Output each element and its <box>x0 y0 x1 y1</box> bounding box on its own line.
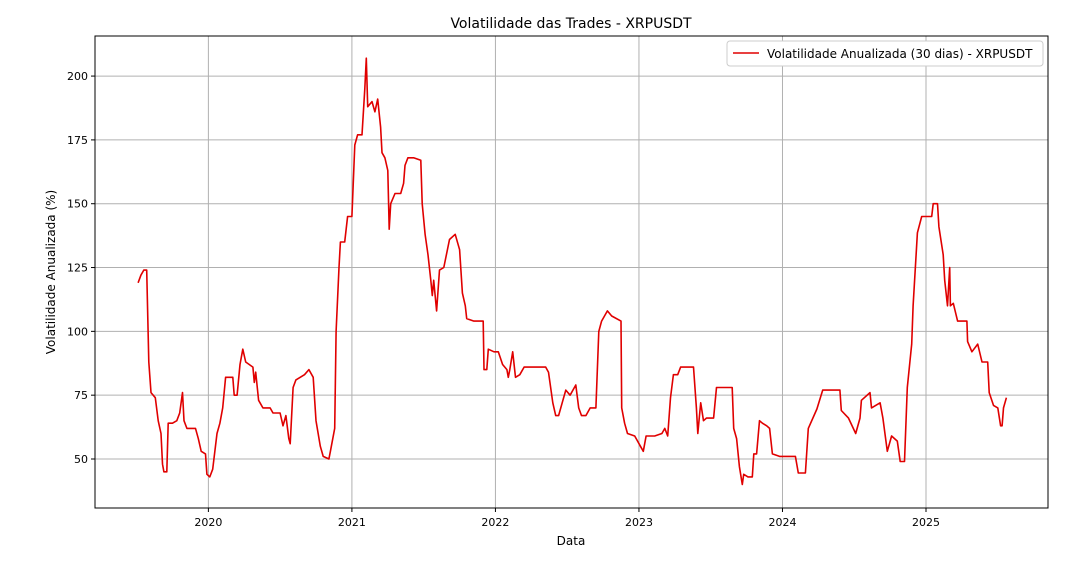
y-tick-label: 200 <box>67 70 88 83</box>
y-tick-label: 125 <box>67 262 88 275</box>
legend: Volatilidade Anualizada (30 dias) - XRPU… <box>726 40 1044 67</box>
x-tick-label: 2024 <box>768 516 796 529</box>
plot-frame <box>94 35 1049 509</box>
grid-lines <box>95 36 1048 508</box>
x-tick-label: 2020 <box>194 516 222 529</box>
x-tick-label: 2022 <box>481 516 509 529</box>
y-tick-label: 50 <box>74 453 88 466</box>
x-tick-label: 2021 <box>338 516 366 529</box>
y-tick-label: 175 <box>67 134 88 147</box>
x-axis-label: Data <box>557 534 586 548</box>
x-tick-label: 2025 <box>912 516 940 529</box>
legend-box <box>726 40 1044 67</box>
y-axis-label: Volatilidade Anualizada (%) <box>44 190 58 354</box>
x-tick-label: 2023 <box>625 516 653 529</box>
series-line-volatility <box>137 57 1008 486</box>
axis-ticks: 2020 2021 2022 2023 2024 2025 50 75 100 125 150 175… <box>67 70 940 529</box>
y-tick-label: 100 <box>67 325 88 338</box>
y-tick-label: 75 <box>74 389 88 402</box>
chart-title: Volatilidade das Trades - XRPUSDT <box>450 16 692 32</box>
y-tick-label: 150 <box>67 198 88 211</box>
legend-label: Volatilidade Anualizada (30 dias) - XRPU… <box>767 47 1033 61</box>
